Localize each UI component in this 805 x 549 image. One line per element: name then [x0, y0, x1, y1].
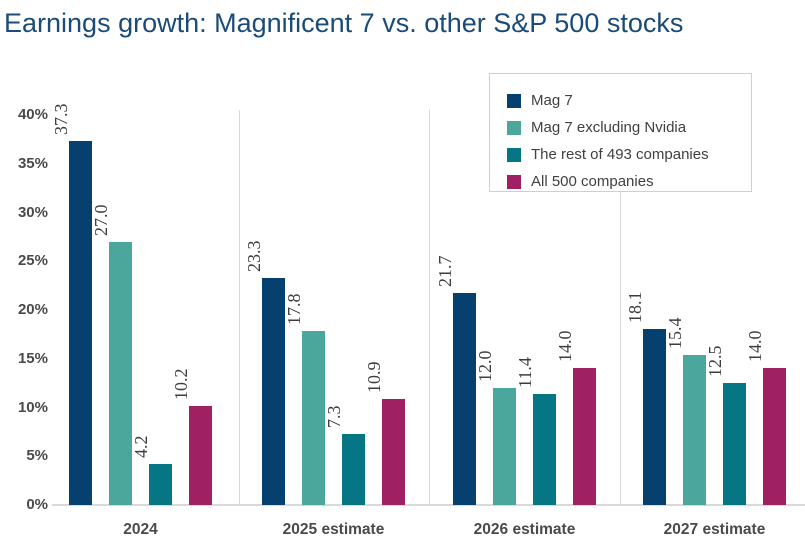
- bar-all-500-companies-2025-estimate: [382, 399, 405, 505]
- bar-mag-7-excluding-nvidia-2026-estimate: [493, 388, 516, 505]
- chart-title: Earnings growth: Magnificent 7 vs. other…: [4, 8, 684, 38]
- legend-swatch-icon: [507, 174, 521, 189]
- legend-swatch-icon: [507, 93, 521, 108]
- bar-mag-7-2024: [69, 141, 92, 505]
- bar-the-rest-of-493-companies-2025-estimate: [342, 434, 365, 505]
- legend-swatch-icon: [507, 120, 521, 135]
- bar-mag-7-2025-estimate: [262, 278, 285, 505]
- bar-mag-7-excluding-nvidia-2025-estimate: [302, 331, 325, 505]
- y-tick-label: 40%: [17, 106, 48, 123]
- legend-item: Mag 7: [507, 87, 751, 114]
- legend-swatch-icon: [507, 147, 521, 162]
- bar-mag-7-excluding-nvidia-2027-estimate: [683, 355, 706, 505]
- bar-the-rest-of-493-companies-2024: [149, 464, 172, 505]
- bar-value-label: 10.2: [170, 368, 191, 401]
- x-category-label: 2025 estimate: [282, 521, 385, 538]
- legend-label: Mag 7 excluding Nvidia: [531, 119, 687, 136]
- y-tick-label: 0%: [26, 496, 48, 513]
- bar-mag-7-2026-estimate: [453, 293, 476, 505]
- y-tick-label: 20%: [17, 301, 48, 318]
- x-axis-line: [52, 504, 805, 506]
- bar-value-label: 37.3: [50, 103, 71, 136]
- bar-all-500-companies-2024: [189, 406, 212, 505]
- x-category-label: 2026 estimate: [473, 521, 576, 538]
- y-tick-label: 10%: [17, 398, 48, 416]
- x-category-label: 2027 estimate: [663, 521, 766, 538]
- bar-value-label: 23.3: [243, 240, 264, 273]
- y-tick-label: 25%: [17, 252, 48, 270]
- legend-item: The rest of 493 companies: [507, 141, 751, 168]
- legend-item: All 500 companies: [507, 168, 751, 195]
- bar-value-label: 21.7: [434, 255, 455, 288]
- group-separator: [239, 110, 240, 505]
- group-separator: [620, 110, 621, 505]
- bar-value-label: 11.4: [514, 357, 535, 388]
- bar-value-label: 12.0: [474, 350, 495, 383]
- bar-value-label: 27.0: [90, 204, 111, 237]
- legend-label: The rest of 493 companies: [531, 146, 709, 163]
- y-tick-label: 30%: [17, 203, 48, 221]
- bar-mag-7-excluding-nvidia-2024: [109, 242, 132, 505]
- bar-value-label: 7.3: [323, 405, 344, 429]
- y-tick-label: 35%: [17, 154, 48, 172]
- bar-value-label: 12.5: [704, 345, 725, 378]
- y-tick-label: 15%: [17, 349, 48, 367]
- bar-value-label: 4.2: [130, 435, 151, 459]
- bar-the-rest-of-493-companies-2027-estimate: [723, 383, 746, 505]
- bar-value-label: 17.8: [283, 293, 304, 326]
- x-category-label: 2024: [123, 521, 158, 538]
- bar-value-label: 14.0: [744, 330, 765, 363]
- y-tick-label: 5%: [26, 447, 48, 465]
- bar-value-label: 14.0: [554, 330, 575, 363]
- bar-value-label: 10.9: [363, 361, 384, 394]
- bar-all-500-companies-2026-estimate: [573, 368, 596, 505]
- bar-value-label: 15.4: [664, 317, 685, 350]
- legend-item: Mag 7 excluding Nvidia: [507, 114, 751, 141]
- chart-legend: Mag 7 Mag 7 excluding Nvidia The rest of 4…: [489, 73, 752, 192]
- legend-label: Mag 7: [531, 92, 573, 109]
- bar-all-500-companies-2027-estimate: [763, 368, 786, 505]
- bar-mag-7-2027-estimate: [643, 329, 666, 505]
- bar-value-label: 18.1: [624, 291, 645, 324]
- legend-label: All 500 companies: [531, 173, 654, 190]
- group-separator: [429, 110, 430, 505]
- bar-the-rest-of-493-companies-2026-estimate: [533, 394, 556, 505]
